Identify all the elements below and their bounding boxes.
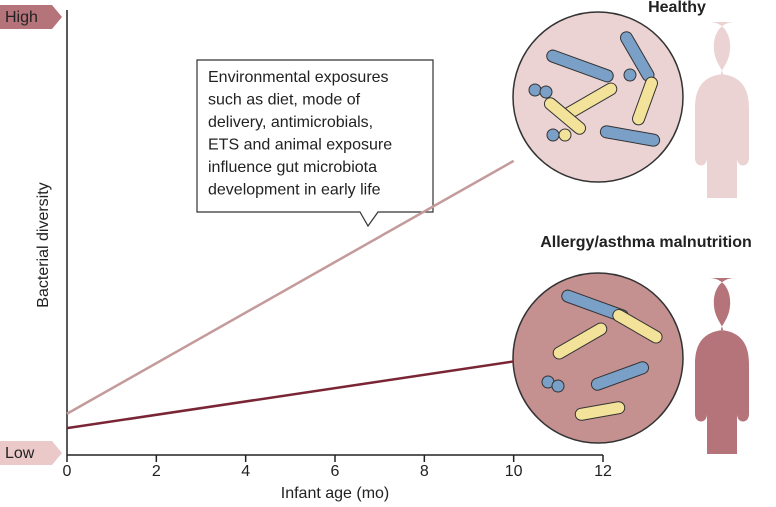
annotation-line: influence gut microbiota xyxy=(208,159,377,176)
y-tick-tag xyxy=(0,441,62,465)
y-axis-label: Bacterial diversity xyxy=(35,182,52,307)
x-axis-label: Infant age (mo) xyxy=(281,485,390,502)
x-tick-label: 2 xyxy=(152,463,161,480)
callout xyxy=(196,59,434,228)
series-label: Allergy/asthma malnutrition xyxy=(540,234,752,251)
y-tick-tag xyxy=(0,5,62,29)
series-label: Healthy xyxy=(648,0,706,16)
y-tick-label: High xyxy=(5,9,38,26)
x-tick-label: 6 xyxy=(331,463,340,480)
annotation-line: Environmental exposures xyxy=(208,69,389,86)
x-tick-label: 4 xyxy=(241,463,250,480)
annotation-line: delivery, antimicrobials, xyxy=(208,114,373,131)
x-tick-label: 8 xyxy=(420,463,429,480)
series-line xyxy=(66,360,514,430)
x-tick-label: 10 xyxy=(505,463,523,480)
annotation-line: ETS and animal exposure xyxy=(208,137,392,154)
annotation-line: development in early life xyxy=(208,182,381,199)
x-tick-label: 12 xyxy=(594,463,612,480)
healthy-illustration xyxy=(512,11,749,198)
x-tick-label: 0 xyxy=(63,463,72,480)
y-tick-label: Low xyxy=(5,445,35,462)
annotation-line: such as diet, mode of xyxy=(208,92,361,109)
series-line xyxy=(66,159,515,415)
allergy-illustration xyxy=(512,272,749,454)
